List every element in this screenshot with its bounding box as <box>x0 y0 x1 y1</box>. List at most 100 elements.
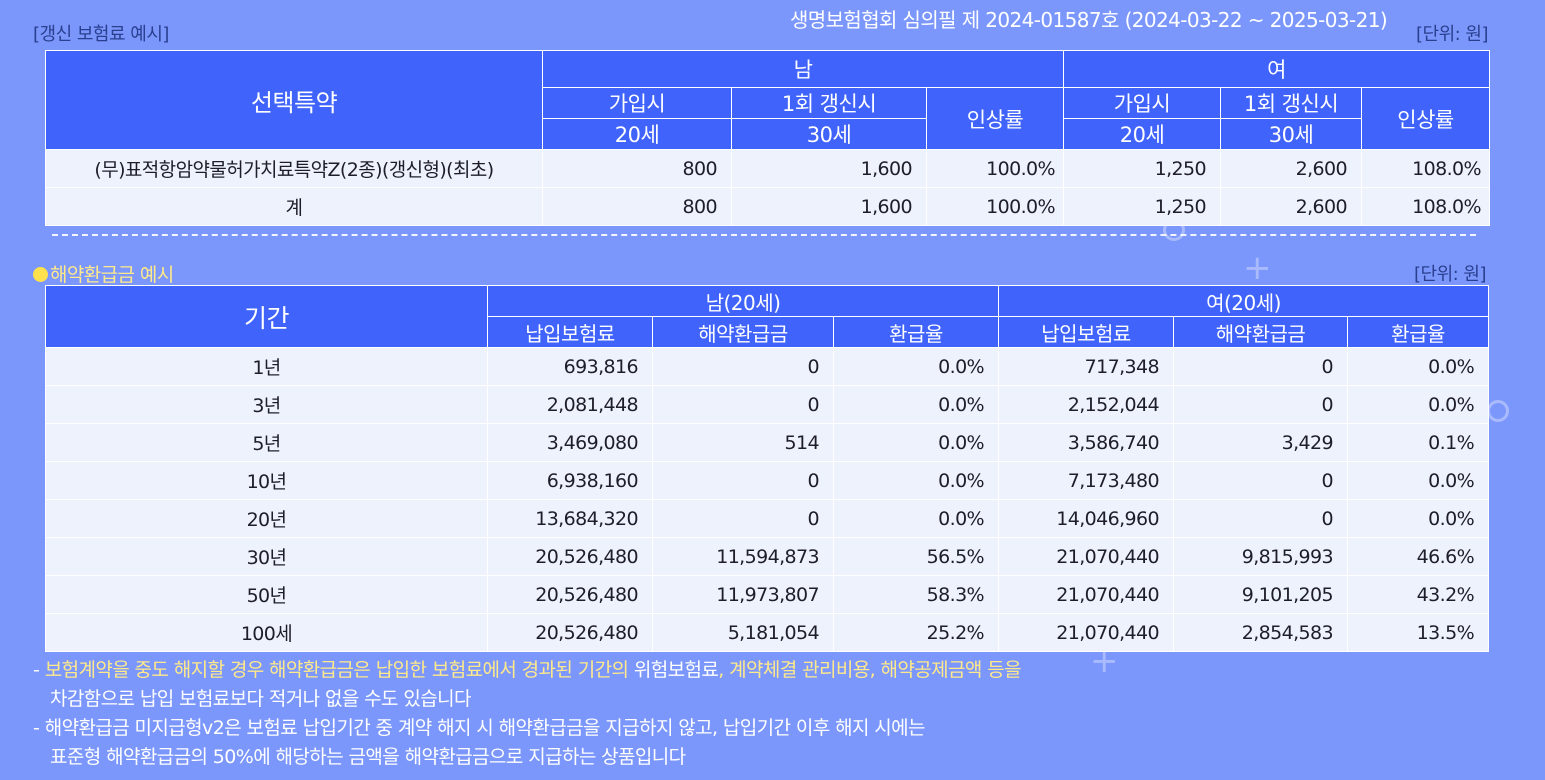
table-row: 계 800 1,600 100.0% 1,250 2,600 108.0% <box>45 187 1490 226</box>
note-1-highlight-b: , 계약체결 관리비용, 해약공제금액 등을 <box>718 659 1021 681</box>
female-refund-cell: 0 <box>1173 385 1349 424</box>
male-join-age: 20세 <box>542 118 732 150</box>
female-group-header: 여 <box>1063 50 1490 88</box>
period-cell: 10년 <box>45 461 488 500</box>
note-1-prefix: - <box>33 659 45 681</box>
period-cell: 100세 <box>45 613 488 652</box>
female-paid-cell: 2,152,044 <box>998 385 1175 424</box>
period-cell: 5년 <box>45 423 488 462</box>
male-ratio-cell: 0.0% <box>832 423 1000 462</box>
female-ratio-cell: 0.1% <box>1347 423 1490 462</box>
renewal-premium-label: [갱신 보험료 예시] <box>33 24 169 45</box>
male-ratio-cell: 0.0% <box>832 385 1000 424</box>
male-refund-cell: 11,594,873 <box>652 537 834 576</box>
table-row: 1년 693,816 0 0.0% 717,348 0 0.0% <box>45 347 1490 386</box>
male-refund-header: 해약환급금 <box>652 316 834 348</box>
note-1-highlight-a: 보험계약을 중도 해지할 경우 해약환급금은 납입한 보험료에서 경과된 기간의 <box>44 659 634 681</box>
female-join-premium: 1,250 <box>1063 149 1221 188</box>
refund-unit-label: [단위: 원] <box>1413 264 1487 285</box>
female-renew-premium: 2,600 <box>1220 149 1362 188</box>
male-refund-cell: 11,973,807 <box>652 575 834 614</box>
female-ratio-cell: 46.6% <box>1347 537 1490 576</box>
period-column-header: 기간 <box>45 285 488 348</box>
rider-name: (무)표적항암약물허가치료특약Z(2종)(갱신형)(최초) <box>45 149 543 188</box>
female-paid-cell: 21,070,440 <box>998 575 1175 614</box>
male-rate: 100.0% <box>926 149 1064 188</box>
period-cell: 3년 <box>45 385 488 424</box>
bullet-dot-icon <box>33 267 48 282</box>
note-1: - 보험계약을 중도 해지할 경우 해약환급금은 납입한 보험료에서 경과된 기… <box>33 656 1022 685</box>
male-paid-cell: 13,684,320 <box>487 499 653 538</box>
female-ratio-cell: 0.0% <box>1347 461 1490 500</box>
male-ratio-cell: 58.3% <box>832 575 1000 614</box>
table-row: 20년 13,684,320 0 0.0% 14,046,960 0 0.0% <box>45 499 1490 538</box>
note-2: - 해약환급금 미지급형v2은 보험료 납입기간 중 계약 해지 시 해약환급금… <box>33 717 926 739</box>
note-1-line-2: 차감함으로 납입 보험료보다 적거나 없을 수도 있습니다 <box>50 688 471 710</box>
female-renew-premium: 2,600 <box>1220 187 1362 226</box>
female-join-premium: 1,250 <box>1063 187 1221 226</box>
female-refund-cell: 2,854,583 <box>1173 613 1349 652</box>
period-cell: 50년 <box>45 575 488 614</box>
table-row: 3년 2,081,448 0 0.0% 2,152,044 0 0.0% <box>45 385 1490 424</box>
male-renew-age: 30세 <box>731 118 927 150</box>
approval-number: 생명보험협회 심의필 제 2024-01587호 (2024-03-22 ~ 2… <box>790 8 1388 32</box>
female-rate: 108.0% <box>1361 187 1490 226</box>
unit-label: [단위: 원] <box>1415 24 1489 45</box>
male-refund-cell: 0 <box>652 385 834 424</box>
female-paid-cell: 7,173,480 <box>998 461 1175 500</box>
male-paid-cell: 20,526,480 <box>487 613 653 652</box>
table-row: 30년 20,526,480 11,594,873 56.5% 21,070,440 9,… <box>45 537 1490 576</box>
female-join-header: 가입시 <box>1063 87 1221 119</box>
note-2-line-2: 표준형 해약환급금의 50%에 해당하는 금액을 해약환급금으로 지급하는 상품… <box>50 746 686 768</box>
notes: - 보험계약을 중도 해지할 경우 해약환급금은 납입한 보험료에서 경과된 기… <box>33 656 1022 772</box>
male-refund-cell: 0 <box>652 347 834 386</box>
male-paid-cell: 3,469,080 <box>487 423 653 462</box>
female-refund-cell: 9,101,205 <box>1173 575 1349 614</box>
table-row: 100세 20,526,480 5,181,054 25.2% 21,070,440 2,… <box>45 613 1490 652</box>
table-row: 50년 20,526,480 11,973,807 58.3% 21,070,440 9,… <box>45 575 1490 614</box>
female-refund-cell: 3,429 <box>1173 423 1349 462</box>
refund-section-title-text: 해약환급금 예시 <box>50 264 174 286</box>
plus-decoration-icon: + <box>1243 248 1272 288</box>
total-label: 계 <box>45 187 543 226</box>
male-rate-header: 인상률 <box>926 87 1064 150</box>
female-refund-cell: 0 <box>1173 499 1349 538</box>
table-row: 10년 6,938,160 0 0.0% 7,173,480 0 0.0% <box>45 461 1490 500</box>
female-paid-cell: 21,070,440 <box>998 537 1175 576</box>
male-refund-cell: 514 <box>652 423 834 462</box>
female-rate-header: 인상률 <box>1361 87 1490 150</box>
female-renew-age: 30세 <box>1220 118 1362 150</box>
period-cell: 1년 <box>45 347 488 386</box>
female-ratio-header: 환급율 <box>1347 316 1490 348</box>
male-refund-cell: 0 <box>652 461 834 500</box>
period-cell: 30년 <box>45 537 488 576</box>
female-ratio-cell: 0.0% <box>1347 499 1490 538</box>
female-paid-cell: 14,046,960 <box>998 499 1175 538</box>
male-paid-cell: 693,816 <box>487 347 653 386</box>
female-paid-cell: 3,586,740 <box>998 423 1175 462</box>
male-paid-cell: 20,526,480 <box>487 537 653 576</box>
male-refund-cell: 0 <box>652 499 834 538</box>
refund-section-title: 해약환급금 예시 <box>33 260 174 287</box>
female-paid-header: 납입보험료 <box>998 316 1175 348</box>
female-join-age: 20세 <box>1063 118 1221 150</box>
period-cell: 20년 <box>45 499 488 538</box>
male-refund-cell: 5,181,054 <box>652 613 834 652</box>
male-group-header: 남 <box>542 50 1064 88</box>
male-paid-cell: 20,526,480 <box>487 575 653 614</box>
female-renew-header: 1회 갱신시 <box>1220 87 1362 119</box>
female-refund-cell: 9,815,993 <box>1173 537 1349 576</box>
female-group-header: 여(20세) <box>998 285 1490 317</box>
male-paid-cell: 2,081,448 <box>487 385 653 424</box>
male-paid-header: 납입보험료 <box>487 316 653 348</box>
male-ratio-cell: 0.0% <box>832 347 1000 386</box>
male-ratio-header: 환급율 <box>832 316 1000 348</box>
table-row: (무)표적항암약물허가치료특약Z(2종)(갱신형)(최초) 800 1,600 … <box>45 149 1490 188</box>
male-renew-header: 1회 갱신시 <box>731 87 927 119</box>
male-rate: 100.0% <box>926 187 1064 226</box>
table-row: 5년 3,469,080 514 0.0% 3,586,740 3,429 0.1% <box>45 423 1490 462</box>
male-renew-premium: 1,600 <box>731 187 927 226</box>
female-refund-cell: 0 <box>1173 461 1349 500</box>
note-1-plain: 위험보험료 <box>633 659 719 681</box>
ring-decoration-icon <box>1487 400 1509 422</box>
